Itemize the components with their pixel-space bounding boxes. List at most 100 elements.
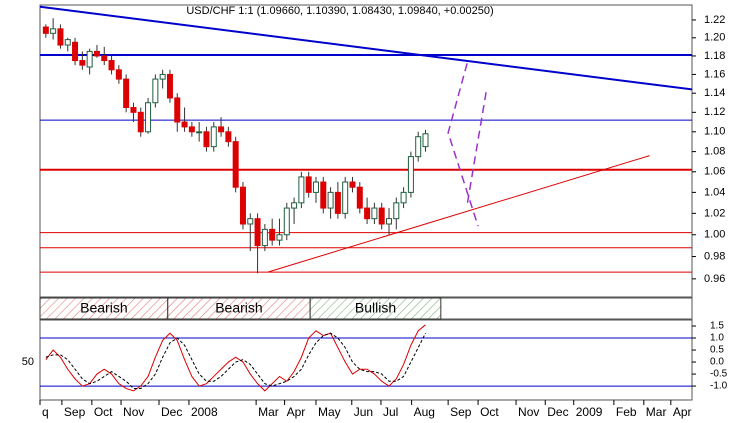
candle-body bbox=[145, 102, 152, 133]
x-tick-label: Dec bbox=[161, 405, 182, 419]
candle-body bbox=[283, 207, 290, 236]
candle-body bbox=[342, 181, 349, 214]
candle-body bbox=[305, 176, 312, 193]
projection-line bbox=[466, 92, 487, 206]
x-tick-label: Sep bbox=[64, 405, 86, 419]
x-tick-label: Nov bbox=[518, 405, 539, 419]
y-tick-label: 0.98 bbox=[704, 250, 725, 262]
candle-body bbox=[152, 78, 159, 104]
y-tick-label: -1.0 bbox=[710, 381, 728, 392]
candle-body bbox=[101, 55, 108, 62]
x-tick-label: Nov bbox=[123, 405, 144, 419]
candle-body bbox=[327, 191, 334, 209]
candle-body bbox=[312, 181, 319, 193]
candle-body bbox=[166, 73, 173, 99]
y-tick-label: 1.02 bbox=[704, 207, 725, 219]
x-tick-label: Oct bbox=[480, 405, 499, 419]
y-tick-label: 1.12 bbox=[704, 106, 725, 118]
y-tick-label: 1.08 bbox=[704, 146, 725, 158]
oscillator-line bbox=[45, 324, 426, 392]
candle-body bbox=[72, 41, 79, 62]
x-tick-label: Apr bbox=[287, 405, 306, 419]
x-tick-label: Mar bbox=[258, 405, 279, 419]
x-tick-label: Sep bbox=[450, 405, 472, 419]
candle-body bbox=[203, 131, 210, 148]
y-tick-label: 1.04 bbox=[704, 186, 725, 198]
y-tick-label: -0.5 bbox=[710, 369, 728, 380]
y-tick-label: 1.10 bbox=[704, 126, 725, 138]
y-tick-label: 1.14 bbox=[704, 87, 725, 99]
price-panel bbox=[39, 4, 693, 298]
candle-body bbox=[115, 69, 122, 80]
x-tick-label: Apr bbox=[673, 405, 692, 419]
candle-body bbox=[364, 207, 371, 220]
y-tick-label: 1.06 bbox=[704, 166, 725, 178]
y-tick-label: 1.5 bbox=[710, 321, 724, 332]
y-tick-label: 1.22 bbox=[704, 14, 725, 26]
y-tick-label: 1.16 bbox=[704, 68, 725, 80]
candle-body bbox=[239, 186, 246, 225]
x-tick-label: 2009 bbox=[576, 405, 603, 419]
candle-body bbox=[159, 73, 166, 80]
x-tick-label: Aug bbox=[414, 405, 435, 419]
price-plot bbox=[40, 5, 692, 274]
x-tick-label: Jun bbox=[354, 405, 373, 419]
candle-body bbox=[218, 126, 225, 133]
x-tick-label: Oct bbox=[94, 405, 113, 419]
trend-line bbox=[40, 5, 692, 91]
candle-body bbox=[269, 228, 276, 241]
candle-body bbox=[42, 26, 49, 34]
candle-body bbox=[225, 131, 232, 143]
candle-body bbox=[407, 156, 414, 193]
candle-body bbox=[174, 97, 181, 123]
y-tick-label: 1.0 bbox=[710, 333, 724, 344]
candle-body bbox=[422, 133, 429, 148]
sentiment-label: Bearish bbox=[215, 300, 262, 316]
chart-title: USD/CHF 1:1 (1.09660, 1.10390, 1.08430, … bbox=[186, 5, 493, 17]
candle-body bbox=[50, 28, 57, 34]
candle-body bbox=[385, 218, 392, 225]
y-tick-label: 0.0 bbox=[710, 357, 724, 368]
y-tick-label: 0.5 bbox=[710, 345, 724, 356]
y-tick-label: 1.00 bbox=[704, 229, 725, 241]
candle-body bbox=[334, 191, 341, 214]
x-tick-label: Feb bbox=[616, 405, 637, 419]
candle-body bbox=[378, 207, 385, 225]
candle-body bbox=[57, 28, 64, 46]
candle-body bbox=[188, 126, 195, 133]
x-tick-label: 2008 bbox=[191, 405, 218, 419]
oscillator-panel bbox=[39, 319, 693, 401]
y-tick-label: 1.18 bbox=[704, 50, 725, 62]
candle-body bbox=[130, 107, 137, 113]
x-tick-label: q bbox=[42, 405, 49, 419]
candle-body bbox=[261, 228, 268, 247]
candle-body bbox=[356, 186, 363, 209]
band-plot: Bearish Bearish Bullish bbox=[39, 297, 442, 320]
candle-body bbox=[415, 136, 422, 158]
candle-body bbox=[86, 50, 93, 68]
candle-body bbox=[371, 207, 378, 220]
candle-body bbox=[320, 181, 327, 209]
candle-body bbox=[276, 234, 283, 241]
candle-body bbox=[291, 202, 298, 209]
axes: 0.96 0.98 1.00 1.02 1.04 1.06 1.08 1.10 1.12 1.14… bbox=[22, 14, 728, 419]
candle-body bbox=[181, 121, 188, 128]
candle-body bbox=[349, 181, 356, 188]
sentiment-label: Bullish bbox=[355, 300, 396, 316]
x-tick-label: Dec bbox=[547, 405, 568, 419]
sentiment-band bbox=[309, 297, 442, 320]
x-tick-label: Mar bbox=[646, 405, 667, 419]
oscillator-plot bbox=[40, 324, 692, 392]
x-tick-label: Jul bbox=[383, 405, 398, 419]
trend-line bbox=[267, 155, 650, 273]
candle-body bbox=[93, 50, 100, 57]
candle-body bbox=[196, 131, 203, 134]
candle-body bbox=[123, 78, 130, 109]
candle-body bbox=[108, 60, 115, 71]
y-tick-label: 1.20 bbox=[704, 32, 725, 44]
left-axis-label: 50 bbox=[22, 356, 34, 368]
candle-body bbox=[254, 218, 261, 247]
candle-body bbox=[79, 60, 86, 66]
x-tick-label: May bbox=[318, 405, 341, 419]
